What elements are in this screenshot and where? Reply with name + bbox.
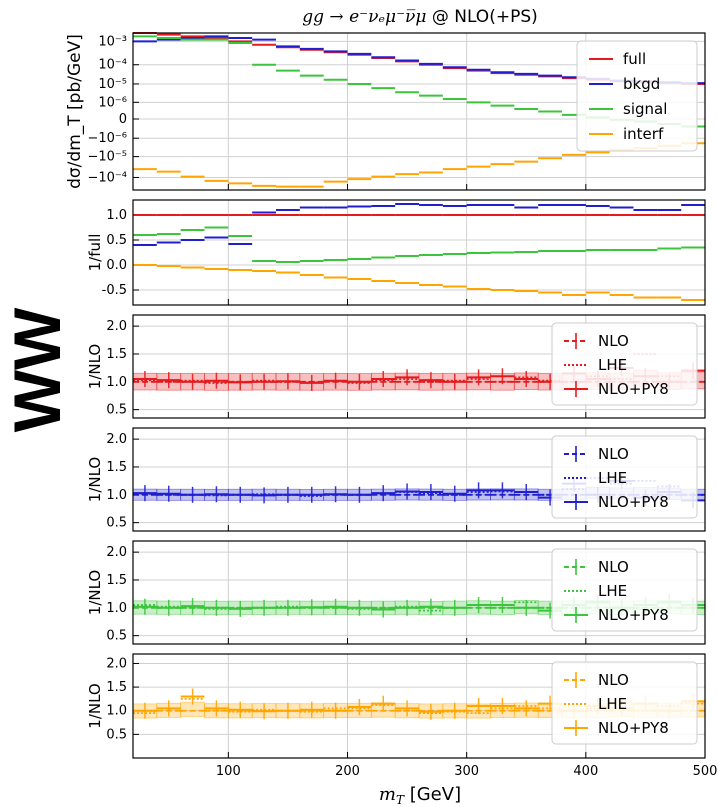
y-axis-label: 1/NLO [86, 570, 104, 615]
x-tick-label: 300 [454, 764, 479, 779]
legend-label: NLO [598, 332, 629, 350]
y-tick-label: 1.0 [106, 208, 127, 223]
y-tick-label: 0.5 [106, 629, 127, 644]
chart-title: gg → e⁻νₑμ⁻ν̅μ @ NLO(+PS) [302, 7, 538, 27]
y-tick-label: 1.5 [106, 573, 127, 588]
legend-label: full [623, 50, 646, 68]
x-axis-label: mT [GeV] [379, 784, 461, 807]
panel-frame [132, 314, 706, 419]
panel-frame [132, 427, 706, 532]
legend-label: NLO [598, 445, 629, 463]
legend-label: NLO+PY8 [598, 380, 669, 398]
panel-frame [132, 199, 706, 306]
series-interf [133, 264, 705, 301]
legend-label: LHE [598, 469, 627, 487]
y-tick-label: 10⁻⁶ [98, 95, 127, 110]
y-tick-label: 10⁻³ [98, 34, 127, 49]
y-tick-label: 0.5 [106, 233, 127, 248]
y-tick-label: 0.5 [106, 516, 127, 531]
legend-label: LHE [598, 356, 627, 374]
y-axis-label: 1/NLO [86, 457, 104, 502]
panel-full_nlo: 0.5 1.0 1.5 2.01/NLO NLO LHE NLO+PY8 [86, 314, 706, 419]
y-tick-label: 1.0 [106, 375, 127, 390]
y-tick-label: 2.0 [106, 545, 127, 560]
legend-label: NLO [598, 671, 629, 689]
y-tick-label: 1.0 [106, 488, 127, 503]
y-tick-label: 0.5 [106, 727, 127, 742]
x-tick-label: 100 [216, 764, 241, 779]
panel-signal_nlo: 0.5 1.0 1.5 2.01/NLO NLO LHE NLO+PY8 [86, 540, 706, 645]
legend-label: NLO [598, 558, 629, 576]
y-tick-label: 10⁻⁵ [98, 77, 127, 92]
y-axis-label: dσ/dm_T [pb/GeV] [65, 34, 85, 189]
panel-ratio_full: -0.5 0.0 0.5 1.01/full [86, 199, 706, 306]
x-tick-label: 400 [573, 764, 598, 779]
legend-box [551, 322, 698, 406]
y-tick-label: 1.0 [106, 601, 127, 616]
y-tick-label: 0.0 [106, 258, 127, 273]
panel-frame [132, 540, 706, 645]
legend: NLO LHE NLO+PY8 [551, 548, 698, 632]
panel-frame [132, 653, 706, 759]
legend-label: interf [623, 125, 664, 143]
series-interf [133, 142, 705, 188]
legend-label: bkgd [623, 75, 660, 93]
y-axis-label: 1/full [86, 234, 104, 272]
legend: NLO LHE NLO+PY8 [551, 435, 698, 519]
y-tick-label: 0 [119, 112, 127, 127]
y-tick-label: 10⁻⁴ [98, 58, 127, 73]
legend-box [551, 435, 698, 519]
y-tick-label: 2.0 [106, 656, 127, 671]
y-tick-label: −10⁻⁴ [87, 170, 127, 185]
y-tick-label: −10⁻⁵ [87, 150, 127, 165]
y-tick-label: −10⁻⁶ [87, 131, 127, 146]
legend-box [576, 40, 698, 152]
legend: NLO LHE NLO+PY8 [551, 322, 698, 406]
legend: full bkgd signal interf [576, 40, 698, 152]
y-axis-label: 1/NLO [86, 683, 104, 728]
legend-box [551, 661, 698, 745]
process-label: WW [0, 307, 74, 432]
y-tick-label: 1.0 [106, 704, 127, 719]
y-tick-label: 1.5 [106, 460, 127, 475]
legend: NLO LHE NLO+PY8 [551, 661, 698, 745]
panel-frame [132, 32, 706, 191]
legend-box [551, 548, 698, 632]
x-tick-label: 500 [693, 764, 718, 779]
series-signal [133, 226, 705, 263]
series-bkgd [133, 203, 705, 246]
y-tick-label: 2.0 [106, 432, 127, 447]
legend-label: NLO+PY8 [598, 606, 669, 624]
panel-bkgd_nlo: 0.5 1.0 1.5 2.01/NLO NLO LHE NLO+PY8 [86, 427, 706, 532]
y-tick-label: 2.0 [106, 319, 127, 334]
panel-dist: 10⁻³ 10⁻⁴ 10⁻⁵ 10⁻⁶ 0 −10⁻⁶ −10⁻⁵ −10⁻⁴dσ/dm_T … [65, 32, 706, 191]
x-tick-label: 200 [335, 764, 360, 779]
y-tick-label: 1.5 [106, 347, 127, 362]
legend-label: NLO+PY8 [598, 493, 669, 511]
y-axis-label: 1/NLO [86, 344, 104, 389]
legend-label: NLO+PY8 [598, 719, 669, 737]
legend-label: LHE [598, 695, 627, 713]
y-tick-label: -0.5 [102, 283, 127, 298]
y-tick-label: 0.5 [106, 403, 127, 418]
y-tick-label: 1.5 [106, 680, 127, 695]
legend-label: signal [623, 100, 667, 118]
legend-label: LHE [598, 582, 627, 600]
